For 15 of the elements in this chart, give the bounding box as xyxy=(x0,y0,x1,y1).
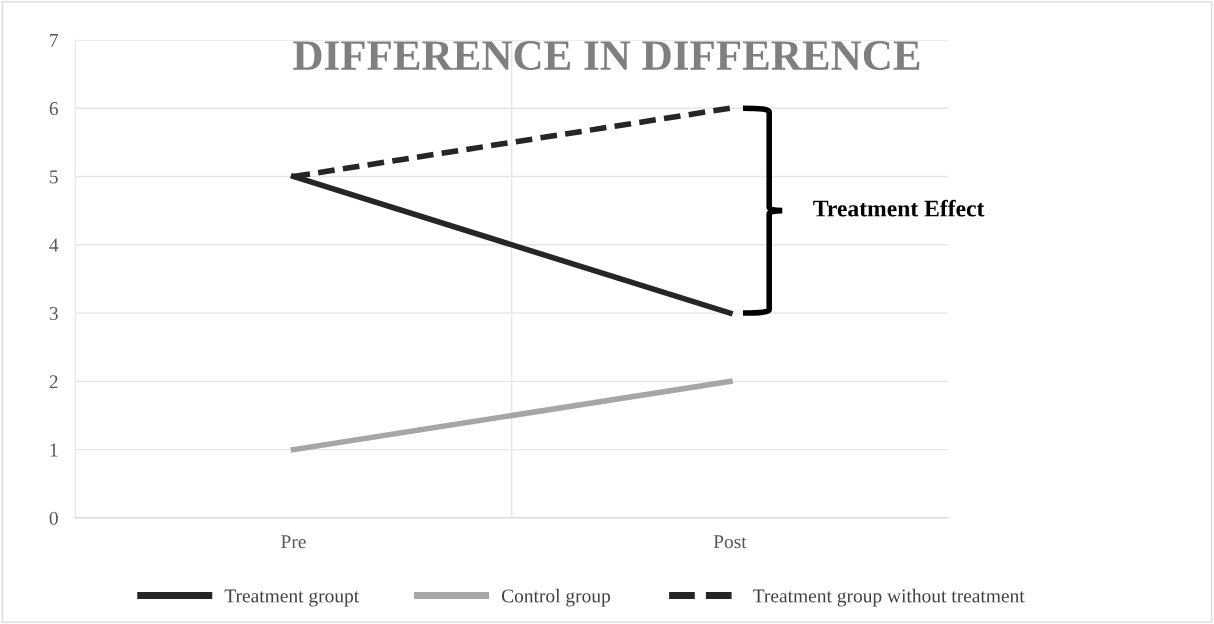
y-tick-label: 1 xyxy=(50,443,58,457)
legend-label: Control group xyxy=(501,588,611,607)
y-tick-label: 6 xyxy=(49,102,59,116)
y-tick-label: 7 xyxy=(50,33,59,47)
y-tick-label: 2 xyxy=(49,375,58,389)
legend-label: Treatment groupt xyxy=(224,589,360,607)
y-tick-label: 3 xyxy=(49,306,58,321)
y-tick-label: 0 xyxy=(49,511,58,525)
y-tick-label: 5 xyxy=(50,170,58,184)
annotation: Treatment Effect xyxy=(813,199,985,217)
legend-label: Treatment group without treatment xyxy=(753,588,1025,607)
x-tick-label: Post xyxy=(713,535,747,549)
chart-title: DIFFERENCE IN DIFFERENCE xyxy=(293,41,920,71)
y-tick-label: 4 xyxy=(49,238,59,252)
x-tick-label: Pre xyxy=(281,535,306,549)
